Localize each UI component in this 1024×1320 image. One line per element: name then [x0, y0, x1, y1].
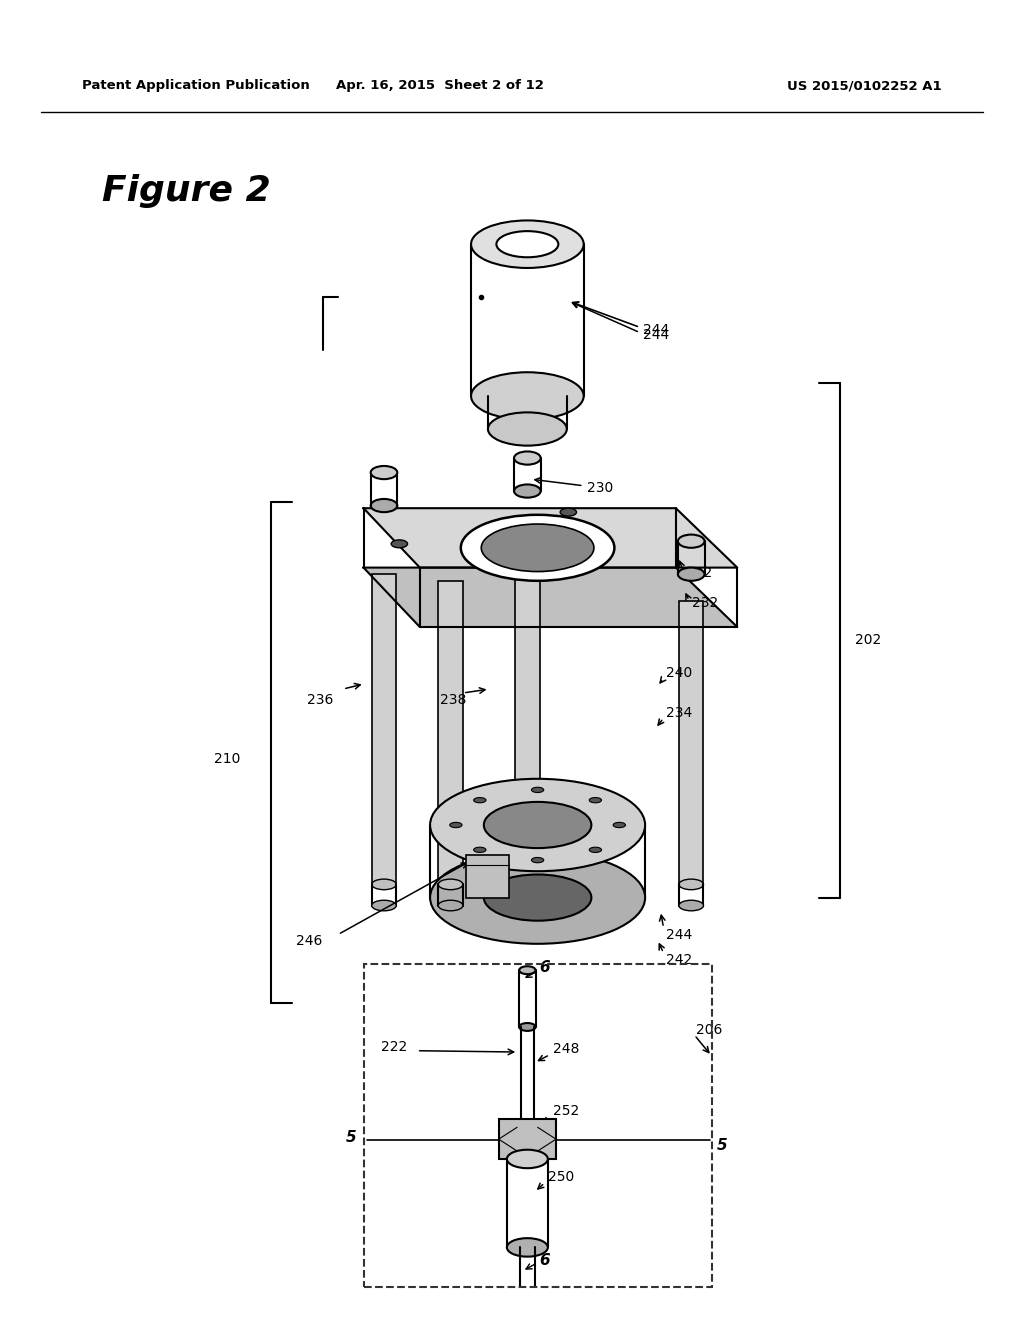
Text: 242: 242 [686, 566, 713, 579]
Ellipse shape [391, 540, 408, 548]
Ellipse shape [678, 535, 705, 548]
Ellipse shape [679, 879, 703, 890]
Text: Patent Application Publication: Patent Application Publication [82, 79, 309, 92]
Ellipse shape [519, 966, 536, 974]
Text: 210: 210 [214, 752, 241, 766]
Ellipse shape [461, 515, 614, 581]
Ellipse shape [497, 231, 558, 257]
Ellipse shape [488, 412, 567, 446]
Ellipse shape [678, 568, 705, 581]
Ellipse shape [515, 879, 540, 890]
Text: 5: 5 [346, 1130, 356, 1146]
Ellipse shape [484, 801, 592, 849]
Ellipse shape [450, 822, 462, 828]
Ellipse shape [531, 858, 544, 863]
Ellipse shape [474, 847, 486, 853]
Bar [466, 855, 509, 898]
Text: 240: 240 [666, 667, 692, 680]
Ellipse shape [371, 499, 397, 512]
Ellipse shape [430, 851, 645, 944]
Polygon shape [364, 568, 737, 627]
Text: Apr. 16, 2015  Sheet 2 of 12: Apr. 16, 2015 Sheet 2 of 12 [336, 79, 545, 92]
Text: 244: 244 [643, 329, 670, 342]
Text: 6: 6 [540, 960, 550, 975]
Bar [515, 568, 540, 884]
Ellipse shape [438, 900, 463, 911]
Ellipse shape [683, 535, 699, 543]
Text: US 2015/0102252 A1: US 2015/0102252 A1 [787, 79, 942, 92]
Text: 230: 230 [587, 482, 613, 495]
Text: 222: 222 [381, 1040, 408, 1053]
Ellipse shape [613, 822, 626, 828]
Ellipse shape [372, 879, 396, 890]
Text: Figure 2: Figure 2 [102, 174, 271, 209]
Ellipse shape [531, 787, 544, 792]
Bar [679, 601, 703, 884]
Ellipse shape [519, 1023, 536, 1031]
Bar [364, 964, 712, 1287]
Text: 6: 6 [540, 1253, 550, 1269]
Text: 252: 252 [553, 1105, 580, 1118]
Text: 206: 206 [696, 1023, 723, 1036]
Ellipse shape [372, 900, 396, 911]
Ellipse shape [560, 508, 577, 516]
Polygon shape [364, 508, 737, 568]
Ellipse shape [471, 220, 584, 268]
Text: 248: 248 [553, 1043, 580, 1056]
Ellipse shape [474, 797, 486, 803]
Ellipse shape [481, 524, 594, 572]
Text: 236: 236 [307, 693, 334, 706]
Text: 244: 244 [666, 928, 692, 941]
Text: 246: 246 [296, 935, 323, 948]
Bar [499, 1119, 556, 1159]
Ellipse shape [514, 484, 541, 498]
Ellipse shape [371, 466, 397, 479]
Ellipse shape [471, 372, 584, 420]
Ellipse shape [589, 797, 601, 803]
Ellipse shape [507, 1150, 548, 1168]
Text: 244: 244 [643, 323, 670, 337]
Bar [438, 581, 463, 884]
Ellipse shape [679, 900, 703, 911]
Text: 232: 232 [692, 597, 719, 610]
Text: 234: 234 [666, 706, 692, 719]
Text: 5: 5 [717, 1138, 727, 1154]
Text: 238: 238 [440, 693, 467, 706]
Ellipse shape [507, 1238, 548, 1257]
Ellipse shape [589, 847, 601, 853]
Text: 202: 202 [855, 634, 882, 647]
Text: 250: 250 [548, 1171, 574, 1184]
Ellipse shape [484, 874, 592, 921]
Ellipse shape [430, 779, 645, 871]
Text: 242: 242 [666, 953, 692, 966]
Ellipse shape [514, 451, 541, 465]
Text: 228: 228 [582, 535, 608, 548]
Bar [372, 574, 396, 884]
Ellipse shape [515, 900, 540, 911]
Ellipse shape [438, 879, 463, 890]
